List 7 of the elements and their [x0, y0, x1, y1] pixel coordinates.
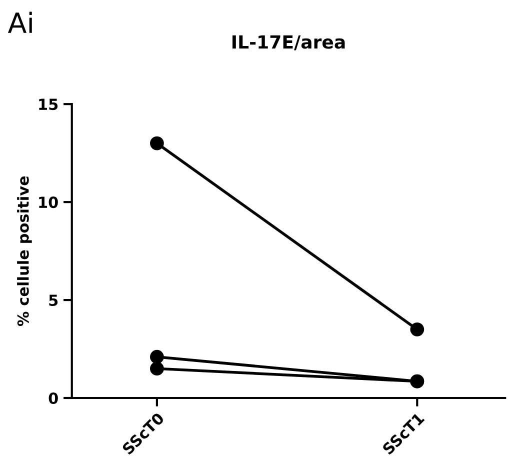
- chart-title: IL-17E/area: [232, 35, 345, 50]
- y-axis-title: % cellule positive: [17, 176, 32, 326]
- y-tick-label: 10: [39, 196, 58, 208]
- y-tick-label: 0: [48, 392, 58, 404]
- y-tick-label: 15: [39, 98, 58, 110]
- text: Ai: [8, 12, 32, 33]
- y-tick-label: 5: [49, 294, 58, 306]
